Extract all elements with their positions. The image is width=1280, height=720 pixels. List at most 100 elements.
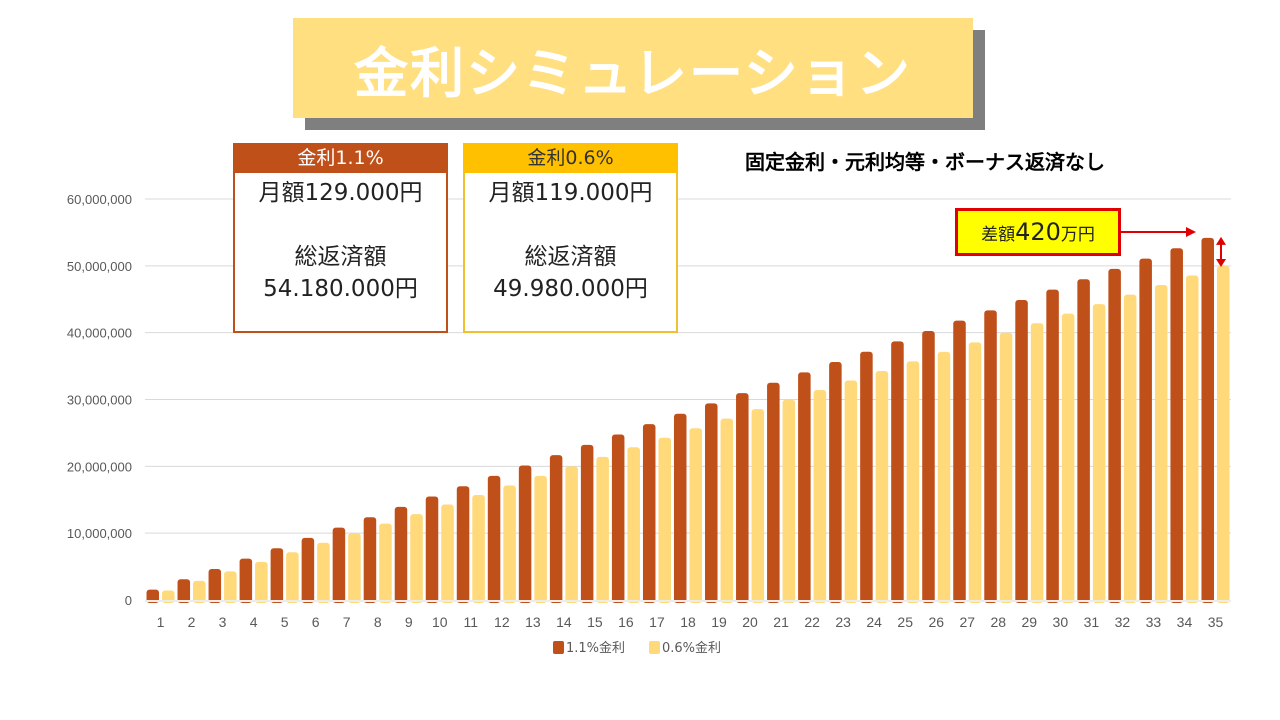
arrow-up-icon [1216,236,1226,245]
bar-1-1 [829,362,842,603]
bar-1-1 [922,331,935,603]
bar-1-1 [953,320,966,603]
bar-0-6 [1216,265,1230,603]
x-tick-label: 27 [959,614,975,630]
y-tick-label: 50,000,000 [67,259,132,274]
x-tick-label: 16 [618,614,634,630]
bar-0-6 [565,466,578,603]
bar-1-1 [239,558,253,603]
y-tick-label: 40,000,000 [67,326,132,341]
bar-0-6 [875,370,889,603]
x-tick-label: 21 [773,614,789,630]
bar-0-6 [534,475,547,603]
bar-0-6 [193,580,206,603]
x-tick-label: 25 [897,614,913,630]
bar-0-6 [1030,323,1044,603]
x-tick-label: 12 [494,614,510,630]
x-tick-label: 26 [928,614,944,630]
bar-0-6 [503,485,516,603]
card-header: 金利0.6% [463,143,678,173]
x-tick-label: 2 [188,614,196,630]
bar-1-1 [332,527,346,603]
bar-0-6 [379,523,392,603]
card-rate-1-1: 金利1.1% 月額129.000円 総返済額 54.180.000円 [233,143,448,333]
x-tick-label: 30 [1053,614,1069,630]
x-tick-label: 22 [804,614,820,630]
bar-0-6 [720,418,734,603]
chart-subtitle: 固定金利・元利均等・ボーナス返済なし [745,150,1105,174]
bar-1-1 [1015,299,1028,603]
bar-0-6 [286,552,299,603]
bar-0-6 [410,514,423,603]
bar-0-6 [627,447,640,603]
bar-0-6 [906,361,920,603]
bar-0-6 [751,409,765,603]
difference-callout: 差額 420 万円 [955,208,1121,256]
bar-0-6 [596,456,609,603]
diff-unit: 万円 [1060,224,1095,245]
bar-1-1 [767,382,780,603]
x-tick-label: 18 [680,614,696,630]
x-tick-label: 31 [1084,614,1100,630]
legend-swatch [649,641,660,654]
bar-1-1 [673,413,687,603]
legend-label: 0.6%金利 [662,640,721,656]
bar-1-1 [301,537,315,603]
card-total-label: 総返済額 [294,244,387,270]
bar-1-1 [580,444,594,603]
x-tick-label: 7 [343,614,351,630]
bar-1-1 [518,465,532,603]
bar-0-6 [348,533,361,603]
bar-0-6 [1092,304,1106,603]
bar-0-6 [937,351,951,603]
bar-0-6 [317,542,330,603]
legend-label: 1.1%金利 [566,640,625,656]
bar-0-6 [1061,313,1075,603]
bar-1-1 [642,424,656,603]
x-tick-label: 17 [649,614,665,630]
x-tick-label: 34 [1177,614,1193,630]
bar-1-1 [984,310,997,603]
bar-0-6 [1123,294,1137,603]
diff-prefix: 差額 [981,224,1016,245]
bar-1-1 [425,496,439,603]
bar-1-1 [208,568,222,603]
bar-1-1 [394,506,408,603]
legend-swatch [553,641,564,654]
bar-1-1 [736,393,749,603]
y-tick-label: 20,000,000 [67,459,132,474]
bar-1-1 [1139,258,1152,603]
bar-0-6 [472,495,485,603]
x-tick-label: 20 [742,614,758,630]
card-monthly: 月額129.000円 [258,180,423,206]
bar-0-6 [844,380,858,603]
bar-0-6 [1185,275,1199,603]
x-tick-label: 4 [250,614,258,630]
x-tick-label: 11 [464,614,479,630]
x-tick-label: 14 [556,614,572,630]
card-rate-0-6: 金利0.6% 月額119.000円 総返済額 49.980.000円 [463,143,678,333]
bar-1-1 [1108,268,1121,603]
bar-1-1 [456,486,470,603]
diff-amount: 420 [1015,218,1061,246]
bar-0-6 [441,504,454,603]
page-title: 金利シミュレーション [293,18,973,118]
bar-0-6 [658,437,671,603]
x-tick-label: 33 [1146,614,1162,630]
card-total: 54.180.000円 [263,276,418,302]
bar-0-6 [162,590,175,603]
x-tick-label: 5 [281,614,289,630]
y-tick-label: 30,000,000 [67,393,132,408]
bar-0-6 [999,332,1013,603]
x-tick-label: 6 [312,614,320,630]
bar-1-1 [798,372,811,603]
x-tick-label: 1 [157,614,165,630]
bar-1-1 [177,579,191,603]
card-total-label: 総返済額 [524,244,617,270]
bar-1-1 [611,434,625,603]
bar-1-1 [487,475,501,603]
y-tick-label: 10,000,000 [67,526,132,541]
bar-1-1 [146,589,160,603]
x-tick-label: 24 [866,614,882,630]
